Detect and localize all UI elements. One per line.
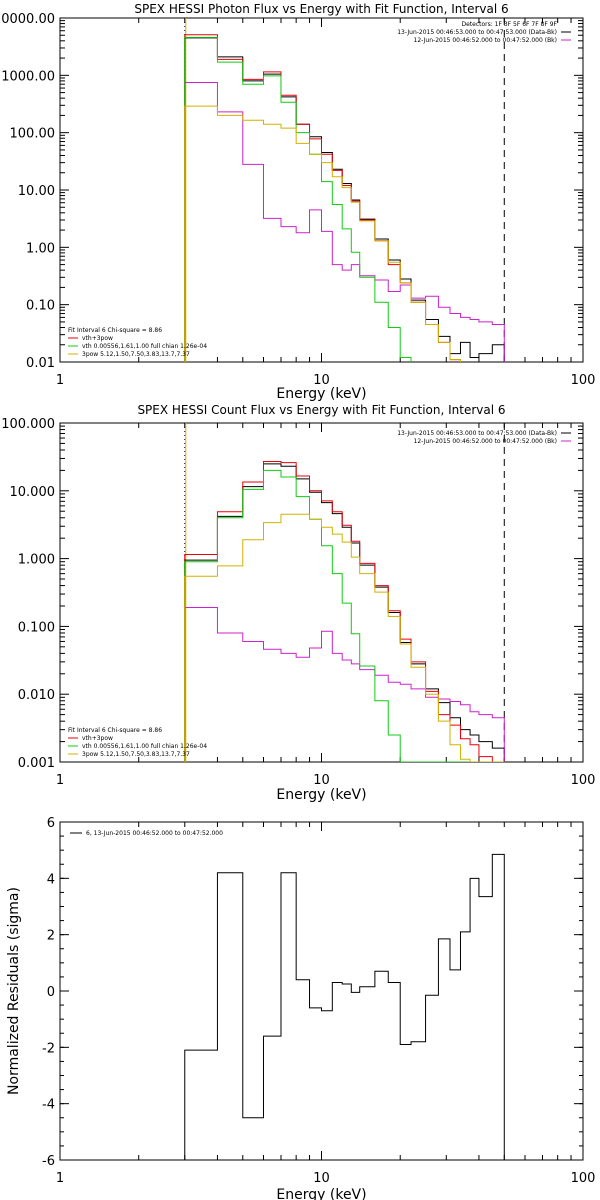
legend-label: vth+3pow (82, 335, 113, 342)
series-black-line (184, 463, 505, 762)
series-yellow-line (184, 513, 505, 762)
x-tick-label: 10 (313, 373, 330, 388)
legend-label: 3pow 5.12,1.50,7.50,3.83,13.7,7.37 (82, 351, 190, 358)
series-magenta-line (184, 82, 505, 362)
y-tick-label: 4 (47, 872, 55, 887)
header-line: 13-Jun-2015 00:46:53.000 to 00:47:53.000… (397, 430, 557, 437)
x-tick-label: 10 (313, 1171, 330, 1186)
x-axis-label: Energy (keV) (276, 386, 366, 402)
y-tick-label: 0.010 (18, 688, 55, 703)
y-tick-label: 0.001 (18, 756, 55, 771)
chart-panel-2: SPEX HESSI Count Flux vs Energy with Fit… (1, 403, 595, 803)
y-tick-label: -2 (42, 1041, 55, 1056)
series-magenta-line (184, 607, 505, 762)
y-tick-label: 2 (47, 929, 55, 944)
y-tick-label: 0.01 (26, 356, 55, 371)
x-axis-label: Energy (keV) (276, 787, 366, 803)
header-line: 12-Jun-2015 00:46:52.000 to 00:47:52.000… (414, 37, 557, 44)
x-tick-label: 1 (56, 773, 64, 788)
series-green-line (184, 469, 505, 762)
series-green-line (184, 36, 505, 362)
y-tick-label: 0 (47, 985, 55, 1000)
y-tick-label: 1.00 (26, 241, 55, 256)
x-tick-label: 1 (56, 1171, 64, 1186)
series-group (184, 853, 505, 1160)
y-tick-label: 100.00 (10, 127, 56, 142)
header-line: 12-Jun-2015 00:46:52.000 to 00:47:52.000… (414, 438, 557, 445)
legend-label: vth 0.00556,1.61,1.00 full chian 1.26e-0… (82, 743, 207, 750)
chart-title: SPEX HESSI Photon Flux vs Energy with Fi… (134, 2, 508, 16)
fit-header: Fit Interval 6 Chi-square = 8.86 (68, 327, 162, 334)
y-axis-label: Normalized Residuals (sigma) (6, 887, 22, 1095)
legend-label: 3pow 5.12,1.50,7.50,3.83,13.7,7.37 (82, 751, 190, 758)
header-line: Detectors: 1F 3F 5F 6F 7F 8F 9F (461, 21, 557, 28)
y-tick-label: -4 (42, 1098, 55, 1113)
legend-label: vth 0.00556,1.61,1.00 full chian 1.26e-0… (82, 343, 207, 350)
x-tick-label: 1 (56, 373, 64, 388)
y-tick-label: 0.10 (26, 299, 55, 314)
series-group (184, 461, 505, 762)
x-tick-label: 100 (571, 1171, 596, 1186)
series-red-line (184, 461, 505, 762)
y-tick-label: 1000.00 (1, 69, 55, 84)
series-black-line (184, 853, 505, 1160)
y-tick-label: 10.000 (10, 485, 56, 500)
x-tick-label: 10 (313, 773, 330, 788)
y-tick-label: 0.100 (18, 620, 55, 635)
x-tick-label: 100 (571, 373, 596, 388)
series-black-line (184, 37, 505, 362)
series-group (184, 34, 505, 362)
y-tick-label: 10000.00 (0, 12, 55, 27)
y-tick-label: -6 (42, 1154, 55, 1169)
chart-panel-1: SPEX HESSI Photon Flux vs Energy with Fi… (0, 2, 595, 402)
header-line: 13-Jun-2015 00:46:53.000 to 00:47:53.000… (397, 29, 557, 36)
x-axis-label: Energy (keV) (276, 1187, 366, 1200)
x-tick-label: 100 (571, 773, 596, 788)
legend-label: 6, 13-Jun-2015 00:46:52.000 to 00:47:52.… (86, 830, 223, 837)
y-tick-label: 10.00 (18, 184, 55, 199)
y-tick-label: 1.000 (18, 553, 55, 568)
chart-panel-3: 1 10 100 Energy (keV) 6 4 2 0 -2 -4 -6 Normalized R… (6, 816, 595, 1200)
fit-header: Fit Interval 6 Chi-square = 8.86 (68, 727, 162, 734)
y-tick-label: 100.000 (1, 417, 55, 432)
y-tick-label: 6 (47, 816, 55, 831)
series-red-line (184, 34, 505, 362)
chart-title: SPEX HESSI Count Flux vs Energy with Fit… (137, 403, 505, 417)
series-yellow-line (184, 105, 505, 362)
legend-label: vth+3pow (82, 735, 113, 742)
